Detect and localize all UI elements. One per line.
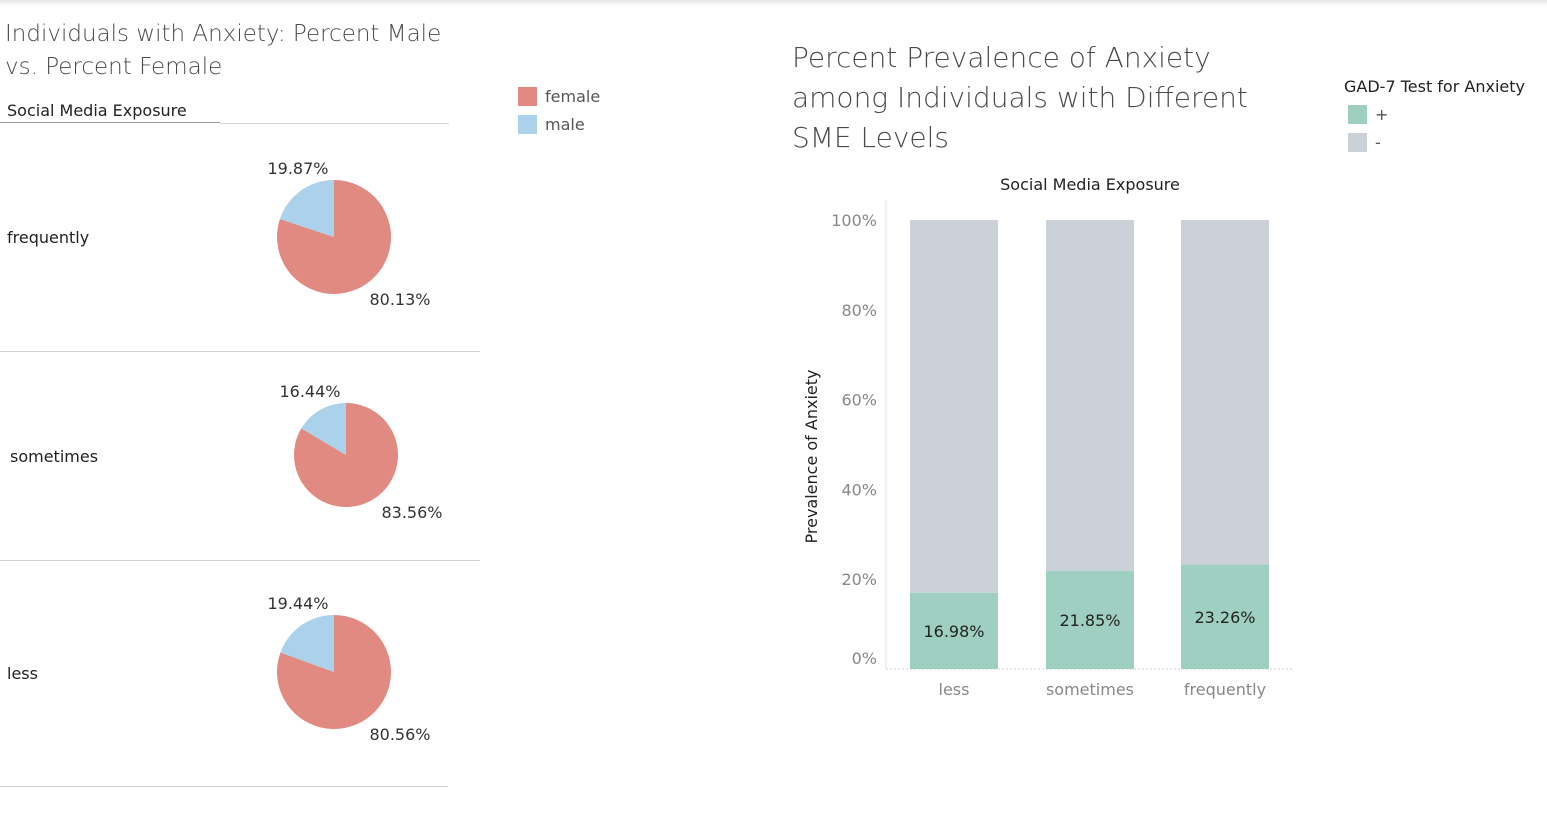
legend-swatch-negative: [1348, 133, 1367, 152]
pie-slice-male-frequently: [279, 180, 334, 237]
y-tick-label: 20%: [841, 570, 877, 589]
x-tick-label-sometimes: sometimes: [1046, 680, 1134, 699]
legend-swatch-female: [518, 87, 537, 106]
row-divider: [0, 560, 480, 561]
y-tick-label: 0%: [852, 649, 877, 668]
pie-column-header: Social Media Exposure: [7, 101, 187, 120]
bar-segment-negative-frequently: [1181, 220, 1269, 565]
row-label-less: less: [7, 664, 38, 683]
pie-slice-male-less: [280, 615, 334, 672]
bar-legend: + -: [1348, 105, 1388, 152]
x-tick-label-less: less: [939, 680, 970, 699]
legend-label-positive: +: [1375, 105, 1389, 124]
y-tick-label: 80%: [841, 301, 877, 320]
y-tick-label: 60%: [841, 391, 877, 410]
row-label-frequently: frequently: [7, 228, 90, 247]
legend-label-female: female: [545, 87, 601, 106]
pie-label-female-less: 80.56%: [369, 725, 430, 744]
bar-segment-negative-less: [910, 220, 998, 593]
header-underline: [0, 122, 220, 123]
bar-data-label-sometimes: 21.85%: [1059, 611, 1120, 630]
legend-item-negative[interactable]: -: [1348, 133, 1388, 152]
row-divider: [0, 786, 448, 787]
header-rule: [220, 123, 449, 124]
pie-label-male-less: 19.44%: [267, 594, 328, 613]
legend-item-male[interactable]: male: [518, 115, 600, 134]
bar-chart-title: Percent Prevalence of Anxiety among Indi…: [792, 41, 1248, 154]
top-shadow-bar: [0, 0, 1547, 6]
x-axis-title: Social Media Exposure: [1000, 175, 1180, 194]
pie-label-male-sometimes: 16.44%: [279, 382, 340, 401]
row-divider: [0, 351, 480, 352]
pie-slice-female-sometimes: [294, 403, 399, 508]
pie-label-female-frequently: 80.13%: [369, 290, 430, 309]
legend-label-negative: -: [1375, 133, 1381, 152]
pie-charts: 19.87% 80.13% 16.44% 83.56% 19.44% 80.56%: [267, 159, 442, 744]
bar-segment-positive-less: [910, 592, 998, 669]
legend-item-positive[interactable]: +: [1348, 105, 1388, 124]
bar-segment-positive-sometimes: [1046, 570, 1134, 669]
bar-legend-title: GAD-7 Test for Anxiety: [1344, 77, 1525, 96]
y-axis-title: Prevalence of Anxiety: [802, 370, 821, 544]
bar-segment-negative-sometimes: [1046, 220, 1134, 571]
y-tick-label: 40%: [841, 480, 877, 499]
y-tick-label: 100%: [831, 211, 877, 230]
legend-swatch-positive: [1348, 105, 1367, 124]
bar-data-label-less: 16.98%: [923, 622, 984, 641]
bar-segment-positive-frequently: [1181, 564, 1269, 669]
stacked-bar-chart: Social Media Exposure Prevalence of Anxie…: [802, 175, 1292, 699]
legend-item-female[interactable]: female: [518, 87, 600, 106]
legend-swatch-male: [518, 115, 537, 134]
pie-legend: female male: [518, 87, 600, 134]
bar-data-label-frequently: 23.26%: [1194, 608, 1255, 627]
pie-chart-title: Individuals with Anxiety: Percent Male v…: [5, 21, 442, 80]
legend-label-male: male: [545, 115, 585, 134]
row-label-sometimes: sometimes: [10, 447, 99, 466]
pie-label-female-sometimes: 83.56%: [381, 503, 442, 522]
pie-slice-male-sometimes: [301, 403, 346, 455]
pie-label-male-frequently: 19.87%: [267, 159, 328, 178]
x-tick-label-frequently: frequently: [1184, 680, 1266, 699]
